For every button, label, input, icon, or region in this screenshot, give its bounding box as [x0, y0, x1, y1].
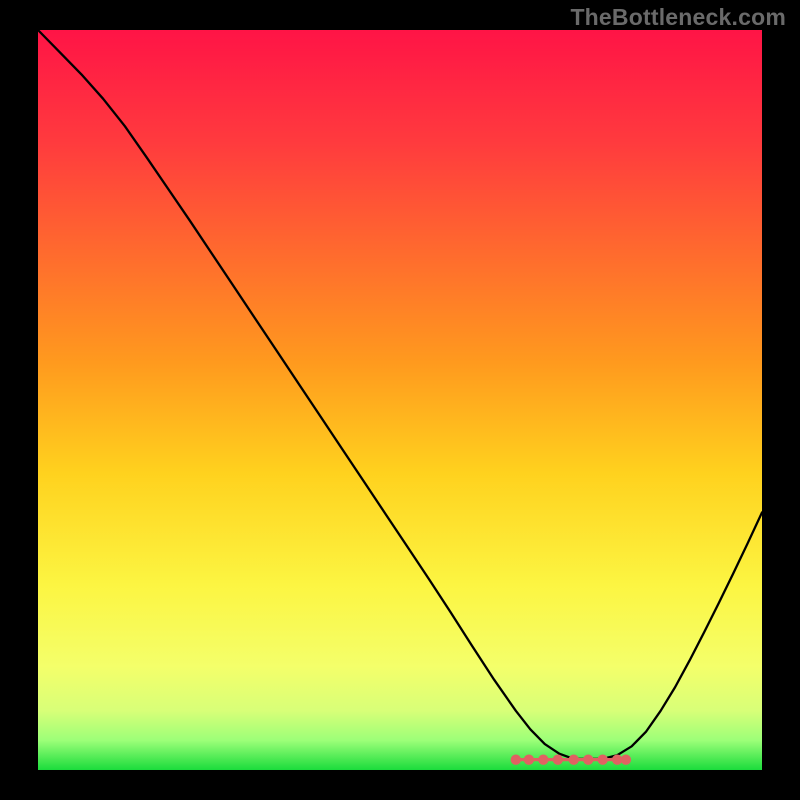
bottom-emphasis-dot [538, 754, 548, 764]
bottom-emphasis-dot [569, 754, 579, 764]
bottom-emphasis-dot [524, 754, 534, 764]
bottom-emphasis-dot [598, 754, 608, 764]
bottom-emphasis-dot [621, 754, 631, 764]
chart-stage: TheBottleneck.com [0, 0, 800, 800]
plot-area [38, 30, 762, 770]
bottom-emphasis-dot [511, 754, 521, 764]
chart-svg [0, 0, 800, 800]
bottom-emphasis-dot [553, 754, 563, 764]
watermark-text: TheBottleneck.com [570, 4, 786, 31]
bottom-emphasis-dot [583, 754, 593, 764]
